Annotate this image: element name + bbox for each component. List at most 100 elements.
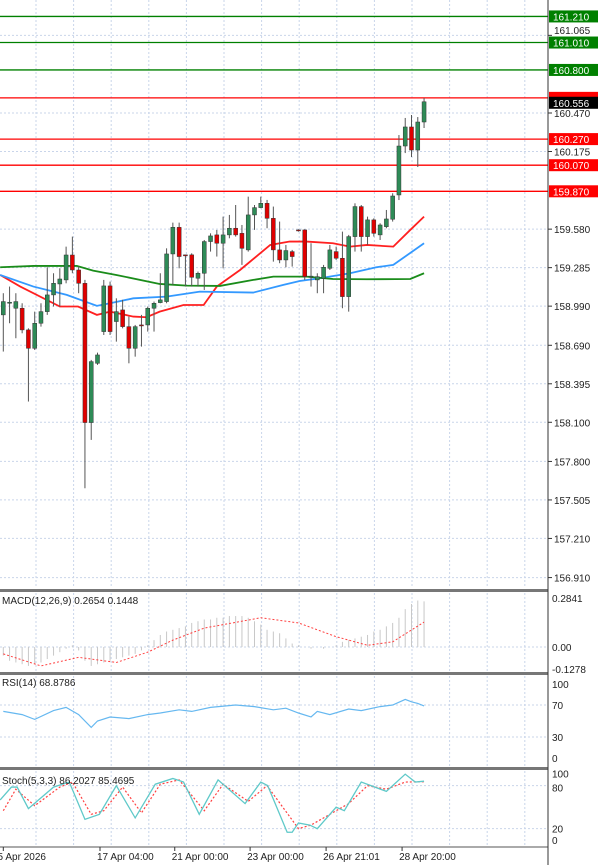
candle-body-up <box>315 276 320 281</box>
candle-body-down <box>126 326 132 349</box>
candle-body-down <box>107 285 113 332</box>
level-label: 160.800 <box>553 66 590 77</box>
time-tick-label: 28 Apr 20:00 <box>399 852 456 863</box>
level-label: 160.070 <box>553 161 590 172</box>
panel-frames <box>0 0 549 865</box>
candle-body-up <box>245 214 251 251</box>
candle <box>183 254 188 287</box>
time-tick-label: 15 Apr 2026 <box>0 852 46 863</box>
candle <box>289 249 295 267</box>
candle-body-down <box>239 233 245 249</box>
candle-body-up <box>170 227 176 255</box>
candle-body-down <box>176 227 182 257</box>
candle-body-up <box>13 301 19 309</box>
candle-body-down <box>277 249 282 261</box>
rsi-line <box>3 698 425 729</box>
candle-body-down <box>271 218 276 251</box>
candle <box>45 267 50 315</box>
candle <box>195 271 201 287</box>
candle <box>208 233 213 252</box>
candle-body-up <box>202 241 207 274</box>
candle-body-down <box>139 324 144 327</box>
price-tick-label: 157.505 <box>554 496 591 507</box>
candle-body-up <box>51 283 56 296</box>
candle-body-up <box>57 278 63 285</box>
candle-body-down <box>359 206 364 237</box>
candle-body-up <box>145 307 150 326</box>
macd-label: MACD(12,26,9) 0.2654 0.1448 <box>2 596 139 607</box>
time-tick-label: 23 Apr 00:00 <box>247 852 304 863</box>
price-axis[interactable]: 161.065 160.470 160.175 159.580 159.285 158.9… <box>548 10 598 847</box>
candle <box>396 135 402 201</box>
candle-body-up <box>195 273 201 279</box>
stoch-tick-label: 80 <box>552 784 564 795</box>
candle <box>19 303 25 334</box>
candle <box>415 117 421 168</box>
candle <box>271 206 276 262</box>
time-tick-label: 21 Apr 00:00 <box>172 852 229 863</box>
level-label-box <box>549 133 598 146</box>
candle-body-up <box>32 322 37 349</box>
candle <box>283 244 289 268</box>
candle <box>277 221 282 264</box>
stoch-tick-label: 20 <box>552 825 564 836</box>
level-label-box <box>549 159 598 172</box>
candle <box>88 359 94 440</box>
candle <box>114 298 119 342</box>
price-tick-label: 157.800 <box>554 457 591 468</box>
candle-body-down <box>120 309 125 327</box>
time-tick-label: 17 Apr 04:00 <box>97 852 154 863</box>
candle <box>164 248 169 304</box>
rsi-label: RSI(14) 68.8786 <box>2 678 76 689</box>
candle <box>107 281 113 335</box>
candle <box>333 246 339 260</box>
candle-body-down <box>19 307 25 331</box>
candle <box>340 231 345 309</box>
price-tick-label: 159.285 <box>554 264 591 275</box>
candle <box>214 229 220 257</box>
price-tick-label: 158.395 <box>554 380 591 391</box>
candle <box>189 253 194 287</box>
candle-body-up <box>158 299 163 303</box>
stoch-label: Stoch(5,3,3) 86.2027 85.4695 <box>2 776 135 787</box>
candle <box>51 273 56 307</box>
price-tick-label: 159.580 <box>554 225 591 236</box>
candle <box>202 239 207 290</box>
candle-body-up <box>365 219 370 237</box>
candle <box>70 236 75 274</box>
candle-body-up <box>227 227 232 236</box>
macd-tick-label: 0.00 <box>552 643 572 654</box>
candle <box>176 222 182 269</box>
candle <box>308 243 314 287</box>
candle <box>158 273 163 304</box>
candle-body-up <box>132 326 138 349</box>
time-axis[interactable]: 15 Apr 2026 17 Apr 04:00 21 Apr 00:00 23 Ap… <box>0 847 456 863</box>
candle <box>82 279 88 489</box>
candle-body-up <box>377 224 383 236</box>
candle <box>233 205 238 237</box>
candle-body-down <box>183 254 188 257</box>
candle-body-up <box>1 301 6 316</box>
candle-body-up <box>346 236 351 297</box>
candle-body-down <box>82 283 88 423</box>
candle <box>145 306 150 332</box>
level-label-box <box>549 185 598 198</box>
candle-body-down <box>302 229 307 277</box>
level-label-box <box>549 10 598 23</box>
price-tick-label: 156.910 <box>554 574 591 585</box>
candle <box>13 293 19 339</box>
stoch-tick-label: 100 <box>552 769 569 780</box>
candle-body-down <box>233 227 238 236</box>
price-levels <box>0 15 548 192</box>
candle-body-down <box>289 251 295 257</box>
candle-body-up <box>402 126 408 147</box>
candle <box>421 97 427 129</box>
candle <box>321 264 326 294</box>
rsi-panel <box>0 698 548 738</box>
panel-separator <box>0 767 548 770</box>
candle <box>101 279 107 335</box>
candle-body-up <box>396 145 402 196</box>
candle-body-down <box>76 269 81 284</box>
candle <box>327 244 333 270</box>
